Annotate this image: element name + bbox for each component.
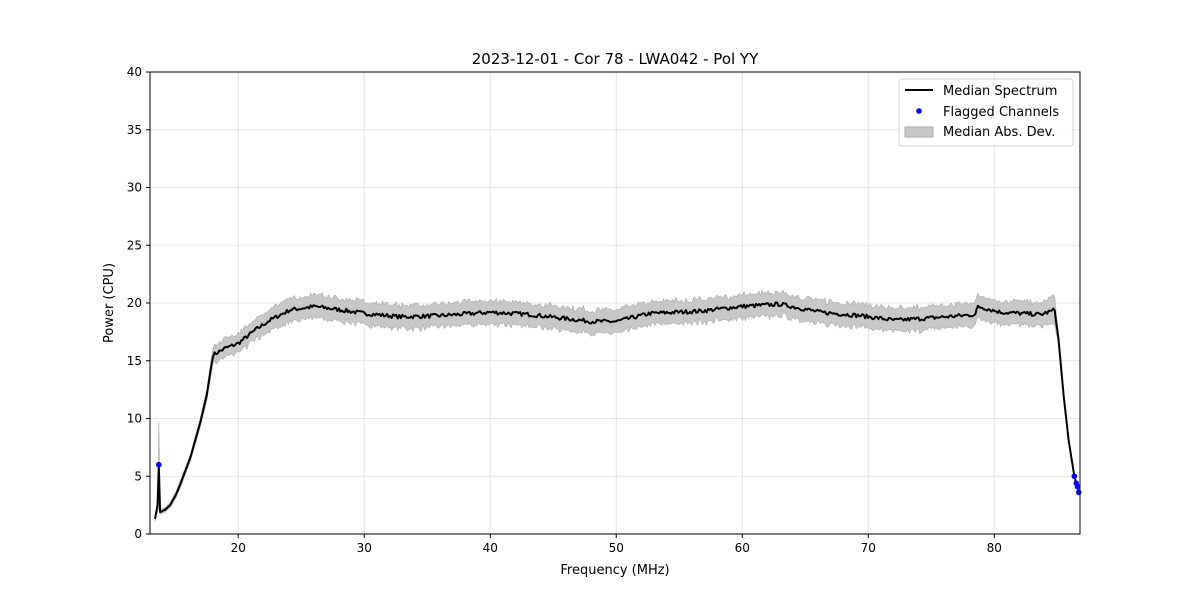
y-tick-label: 10 xyxy=(127,412,142,426)
legend-flagged-swatch xyxy=(916,108,922,114)
legend-flagged-label: Flagged Channels xyxy=(943,105,1059,120)
y-axis-ticks: 0 5 10 15 20 25 30 35 40 xyxy=(127,65,150,541)
y-tick-label: 25 xyxy=(127,238,142,252)
y-tick-label: 15 xyxy=(127,354,142,368)
x-axis-label: Frequency (MHz) xyxy=(560,563,669,578)
x-tick-label: 60 xyxy=(735,541,750,555)
flagged-channel-point xyxy=(1071,473,1078,480)
y-tick-label: 5 xyxy=(134,469,142,483)
x-tick-label: 50 xyxy=(609,541,624,555)
y-axis-label: Power (CPU) xyxy=(102,263,117,343)
legend-mad-swatch xyxy=(904,126,934,138)
flagged-channel-point xyxy=(1075,489,1082,496)
x-tick-label: 70 xyxy=(861,541,876,555)
flagged-channel-point xyxy=(156,461,162,468)
legend-mad-label: Median Abs. Dev. xyxy=(943,125,1055,140)
y-tick-label: 35 xyxy=(127,123,142,137)
x-axis-ticks: 20 30 40 50 60 70 80 xyxy=(231,534,1002,555)
y-tick-label: 20 xyxy=(127,296,142,310)
median-spectrum-line xyxy=(154,301,1080,520)
y-tick-label: 40 xyxy=(127,65,142,79)
mad-band xyxy=(154,289,1080,522)
y-tick-label: 0 xyxy=(134,527,142,541)
mad-band-area xyxy=(154,289,1080,522)
legend: Median Spectrum Flagged Channels Median … xyxy=(898,78,1074,147)
chart-title: 2023-12-01 - Cor 78 - LWA042 - Pol YY xyxy=(472,50,759,68)
x-tick-label: 40 xyxy=(483,541,498,555)
x-tick-label: 30 xyxy=(357,541,372,555)
x-tick-label: 20 xyxy=(231,541,246,555)
legend-box xyxy=(898,78,1074,147)
y-tick-label: 30 xyxy=(127,181,142,195)
median-line xyxy=(154,301,1080,520)
legend-median-label: Median Spectrum xyxy=(943,84,1057,99)
x-tick-label: 80 xyxy=(987,541,1002,555)
flagged-channel-point xyxy=(1074,483,1081,490)
flagged-points xyxy=(156,461,1082,496)
